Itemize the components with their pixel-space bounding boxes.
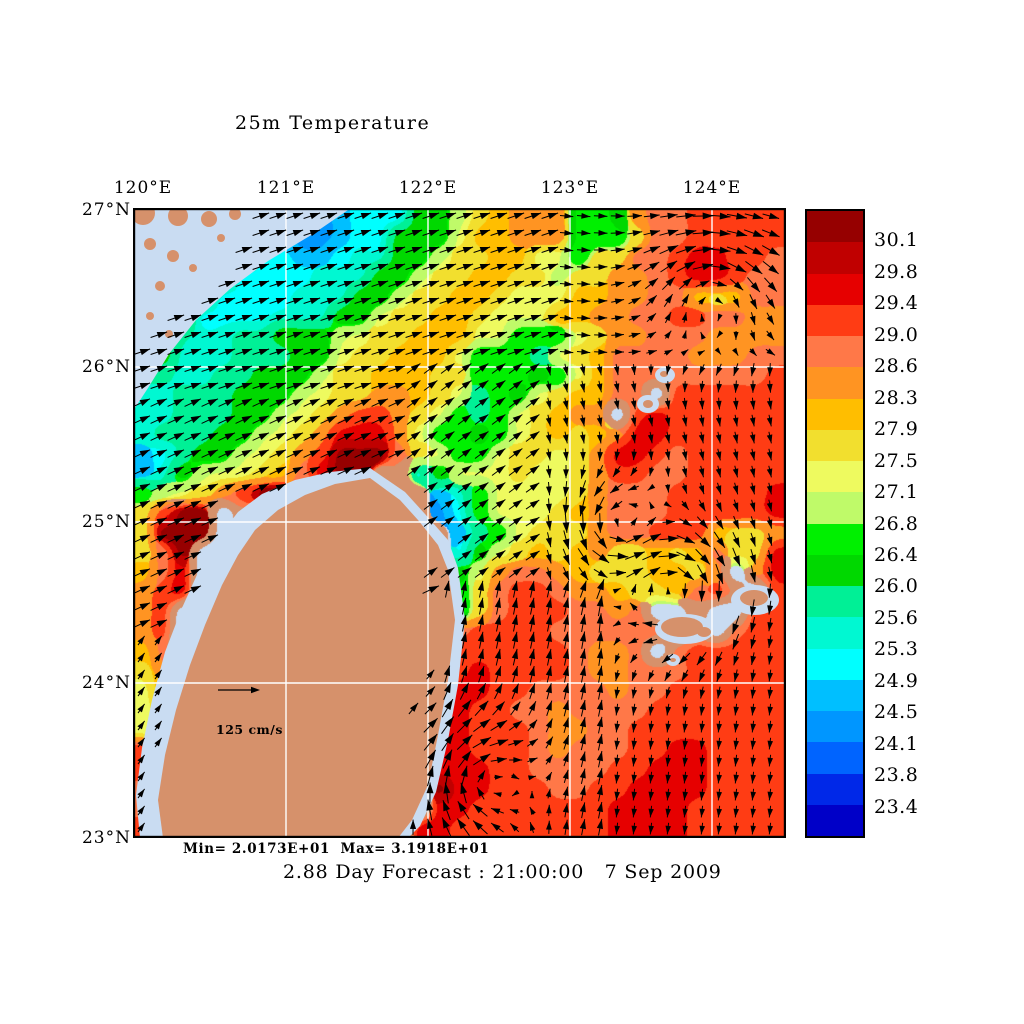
china-coast-island	[217, 234, 225, 242]
map-area	[133, 208, 786, 838]
china-coast-island	[168, 208, 188, 226]
colorbar-tick-label: 28.3	[874, 386, 919, 409]
colorbar-band	[807, 679, 863, 711]
colorbar-band	[807, 429, 863, 461]
colorbar-band	[807, 773, 863, 805]
china-coast-island	[167, 250, 179, 262]
offshore-islet	[660, 371, 668, 377]
current-scale-label: 125 cm/s	[216, 722, 283, 737]
forecast-timestamp-label: 2.88 Day Forecast : 21:00:00 7 Sep 2009	[283, 861, 722, 883]
map-overlay-svg	[133, 208, 786, 838]
lat-tick-label: 24°N	[81, 673, 131, 693]
lat-tick-label: 27°N	[81, 200, 131, 220]
lon-tick-label: 121°E	[256, 178, 316, 198]
colorbar-band	[807, 398, 863, 430]
scale-arrow-head	[251, 686, 260, 694]
colorbar-tick-label: 27.5	[874, 449, 919, 472]
colorbar-tick-label: 23.4	[874, 795, 919, 818]
lon-tick-label: 120°E	[113, 178, 173, 198]
china-coast-island	[144, 238, 156, 250]
map-frame	[133, 208, 786, 838]
taiwan-land	[158, 478, 455, 838]
lat-tick-label: 23°N	[81, 828, 131, 848]
colorbar-tick-label: 26.8	[874, 512, 919, 535]
lat-tick-label: 25°N	[81, 512, 131, 532]
colorbar-band	[807, 336, 863, 368]
colorbar-tick-label: 29.8	[874, 260, 919, 283]
china-coast-island	[229, 208, 241, 220]
offshore-islet	[661, 617, 703, 637]
lon-tick-label: 122°E	[398, 178, 458, 198]
page-title: 25m Temperature	[235, 112, 431, 134]
lat-tick-label: 26°N	[81, 357, 131, 377]
colorbar-tick-label: 25.3	[874, 638, 919, 661]
colorbar-band	[807, 742, 863, 774]
colorbar-tick-label: 27.9	[874, 418, 919, 441]
colorbar-tick-label: 24.1	[874, 732, 919, 755]
colorbar-band	[807, 367, 863, 399]
colorbar-tick-label: 28.6	[874, 355, 919, 378]
offshore-islet	[670, 658, 676, 662]
colorbar-band	[807, 211, 863, 243]
lon-tick-label: 124°E	[682, 178, 742, 198]
china-shallow-region	[133, 208, 351, 411]
colorbar-tick-label: 29.4	[874, 292, 919, 315]
colorbar-band	[807, 554, 863, 586]
china-coast-island	[133, 208, 155, 225]
colorbar-band	[807, 586, 863, 618]
current-vector-heads	[137, 212, 780, 835]
offshore-islet	[697, 627, 711, 637]
china-coast-island	[189, 264, 197, 272]
colorbar-band	[807, 523, 863, 555]
china-coast-island	[155, 281, 165, 291]
colorbar-band	[807, 242, 863, 274]
colorbar-band	[807, 804, 863, 836]
colorbar-tick-label: 26.0	[874, 575, 919, 598]
colorbar-band	[807, 648, 863, 680]
colorbar-band	[807, 617, 863, 649]
offshore-islet	[740, 590, 768, 606]
colorbar-band	[807, 492, 863, 524]
colorbar-tick-label: 24.9	[874, 669, 919, 692]
colorbar-band	[807, 304, 863, 336]
colorbar-tick-label: 26.4	[874, 543, 919, 566]
colorbar-tick-label: 30.1	[874, 229, 919, 252]
colorbar-band	[807, 461, 863, 493]
colorbar-band	[807, 273, 863, 305]
colorbar-tick-label: 25.6	[874, 606, 919, 629]
colorbar-tick-label: 23.8	[874, 764, 919, 787]
china-coast-island	[201, 211, 217, 227]
colorbar-tick-label: 24.5	[874, 701, 919, 724]
colorbar-tick-label: 29.0	[874, 323, 919, 346]
minmax-label: Min= 2.0173E+01 Max= 3.1918E+01	[183, 841, 490, 857]
china-coast-island	[146, 312, 154, 320]
colorbar	[805, 209, 865, 838]
colorbar-tick-label: 27.1	[874, 481, 919, 504]
colorbar-band	[807, 711, 863, 743]
lon-tick-label: 123°E	[540, 178, 600, 198]
offshore-islet	[643, 400, 653, 408]
